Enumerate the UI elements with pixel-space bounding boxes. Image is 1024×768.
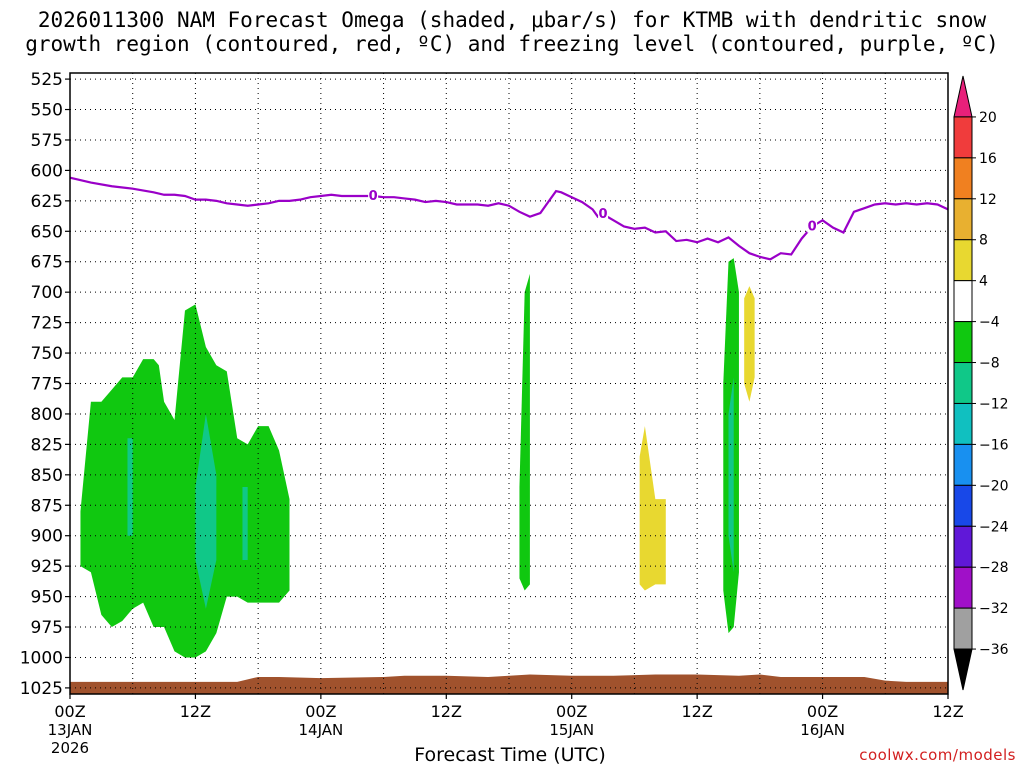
freezing-label-bg-1 <box>598 206 609 221</box>
colorbar-box-2 <box>953 157 973 200</box>
y-tick-label-925: 925 <box>31 557 63 577</box>
omega-region-7 <box>639 426 666 591</box>
colorbar-label-13: −36 <box>979 642 1009 658</box>
freezing-label-bg-2 <box>807 218 818 233</box>
colorbar-label-6: −8 <box>979 356 1000 372</box>
y-tick-label-1000: 1000 <box>20 648 63 668</box>
colorbar: 20 16 12 8 4 −4 −8 −12 −16 −20 −24 −28 −32 −36 <box>953 75 1009 691</box>
y-tick-label-650: 650 <box>31 222 63 242</box>
y-tick-label-600: 600 <box>31 161 63 181</box>
y-tick-label-775: 775 <box>31 375 63 395</box>
colorbar-box-10 <box>953 484 973 527</box>
colorbar-box-9 <box>953 443 973 486</box>
chart-title-line-1: 2026011300 NAM Forecast Omega (shaded, μ… <box>37 8 987 32</box>
x-tick-label-12: 12Z <box>180 702 211 721</box>
x-tick-label-36: 12Z <box>431 702 462 721</box>
colorbar-box-7 <box>953 362 973 404</box>
x-tick-label-48: 00Z <box>556 702 587 721</box>
y-tick-label-525: 525 <box>31 70 63 90</box>
colorbar-box-3 <box>953 198 973 241</box>
colorbar-label-8: −16 <box>979 437 1009 453</box>
omega-regions <box>80 258 755 658</box>
freezing-label-bg-0 <box>368 187 379 202</box>
colorbar-arrow-top <box>953 75 973 118</box>
y-tick-label-625: 625 <box>31 192 63 212</box>
y-tick-label-550: 550 <box>31 101 63 121</box>
chart-title-line-2: growth region (contoured, red, ºC) and f… <box>25 32 999 56</box>
colorbar-box-11 <box>953 525 973 568</box>
colorbar-label-5: −4 <box>979 315 1000 331</box>
colorbar-box-5 <box>953 280 973 323</box>
y-tick-label-975: 975 <box>31 618 63 638</box>
y-tick-label-725: 725 <box>31 314 63 334</box>
colorbar-label-7: −12 <box>979 396 1009 412</box>
y-tick-label-750: 750 <box>31 344 63 364</box>
grid-lines <box>70 73 948 694</box>
colorbar-label-10: −24 <box>979 519 1009 535</box>
x-tick-date-48: 15JAN <box>549 721 594 739</box>
colorbar-label-4: 4 <box>979 274 988 290</box>
x-tick-year-0: 2026 <box>51 739 89 757</box>
x-tick-date-0: 13JAN <box>48 721 93 739</box>
x-tick-date-24: 14JAN <box>298 721 343 739</box>
omega-region-0 <box>80 304 290 658</box>
x-tick-label-24: 00Z <box>305 702 336 721</box>
y-tick-label-1025: 1025 <box>20 679 63 699</box>
colorbar-label-9: −20 <box>979 478 1009 494</box>
omega-region-1 <box>195 413 217 609</box>
ground-polygon <box>70 674 948 694</box>
y-tick-label-850: 850 <box>31 466 63 486</box>
y-tick-label-900: 900 <box>31 527 63 547</box>
colorbar-label-12: −32 <box>979 601 1009 617</box>
colorbar-label-11: −28 <box>979 560 1009 576</box>
x-tick-label-0: 00Z <box>54 702 85 721</box>
colorbar-label-3: 8 <box>979 233 988 249</box>
freezing-level: 0 0 0 <box>69 176 949 261</box>
colorbar-label-1: 16 <box>979 151 997 167</box>
ground-surface <box>70 674 948 694</box>
colorbar-box-13 <box>953 607 973 650</box>
colorbar-box-1 <box>953 116 973 159</box>
freezing-level-line <box>69 176 949 261</box>
freezing-level-label-1: 0 <box>599 207 608 222</box>
x-tick-label-84: 12Z <box>932 702 963 721</box>
omega-region-4 <box>519 273 530 591</box>
y-tick-label-825: 825 <box>31 435 63 455</box>
colorbar-box-8 <box>953 402 973 445</box>
y-tick-label-575: 575 <box>31 131 63 151</box>
y-tick-label-675: 675 <box>31 253 63 273</box>
x-tick-label-60: 12Z <box>681 702 712 721</box>
omega-region-3 <box>242 487 248 561</box>
y-tick-label-800: 800 <box>31 405 63 425</box>
omega-region-6 <box>728 377 734 573</box>
colorbar-box-4 <box>953 239 973 282</box>
colorbar-label-0: 20 <box>979 110 997 126</box>
colorbar-label-2: 12 <box>979 192 997 208</box>
freezing-level-label-2: 0 <box>808 219 817 234</box>
y-tick-label-700: 700 <box>31 283 63 303</box>
y-tick-label-875: 875 <box>31 496 63 516</box>
y-axis: 525 550 575 600 625 650 675 700 725 750 775 800 825 8… <box>20 70 70 699</box>
credit-text: coolwx.com/models <box>859 746 1016 764</box>
colorbar-box-6 <box>953 321 973 364</box>
colorbar-arrow-bottom <box>953 648 973 691</box>
x-tick-date-72: 16JAN <box>800 721 845 739</box>
freezing-level-label-0: 0 <box>369 189 378 204</box>
x-axis-title: Forecast Time (UTC) <box>414 744 606 766</box>
y-tick-label-950: 950 <box>31 588 63 608</box>
colorbar-box-12 <box>953 566 973 609</box>
omega-region-8 <box>744 286 755 402</box>
omega-region-2 <box>127 438 133 536</box>
x-tick-label-72: 00Z <box>807 702 838 721</box>
